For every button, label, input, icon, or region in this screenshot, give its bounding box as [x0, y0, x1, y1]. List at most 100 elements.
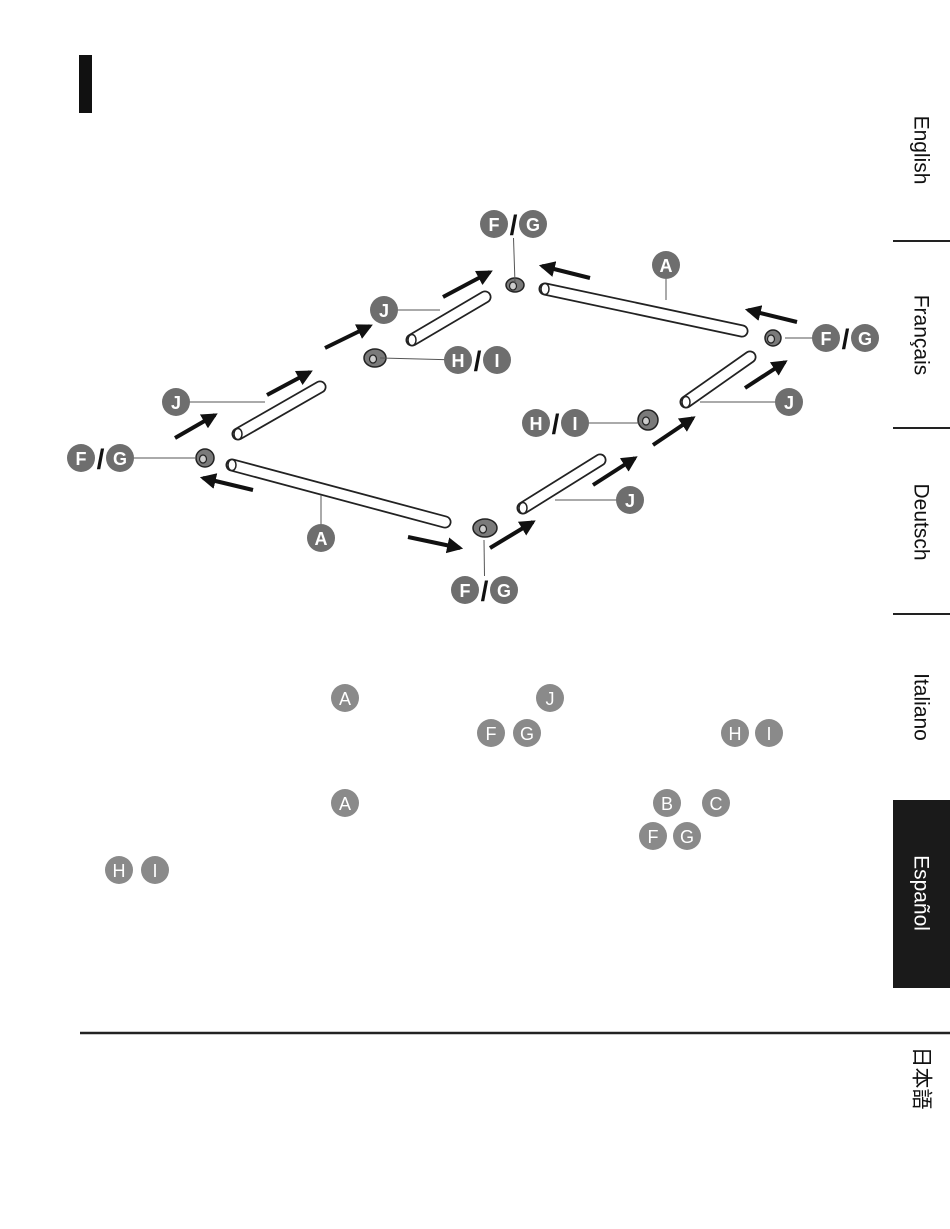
tube-end — [227, 458, 237, 472]
text-badge-letter: A — [339, 689, 351, 709]
language-tab[interactable]: English — [910, 116, 933, 185]
direction-arrow — [324, 324, 373, 350]
tab-active-bg — [893, 800, 950, 988]
separator: / — [481, 576, 489, 607]
part-letter: A — [660, 256, 673, 276]
fitting-opening — [508, 281, 518, 291]
direction-arrow — [407, 535, 464, 554]
fitting-opening — [766, 334, 776, 344]
part-letter: G — [526, 215, 540, 235]
text-badge-letter: C — [710, 794, 723, 814]
text-badge-letter: F — [648, 827, 659, 847]
text-badge-letter: I — [766, 724, 771, 744]
direction-arrow — [266, 370, 313, 397]
direction-arrow — [442, 270, 493, 299]
part-badge — [451, 576, 479, 604]
language-tab[interactable]: Français — [910, 295, 933, 376]
direction-arrow — [488, 520, 536, 550]
part-badge — [522, 409, 550, 437]
part-badge — [483, 346, 511, 374]
text-badge-letter: H — [113, 861, 126, 881]
part-letter: H — [530, 414, 543, 434]
separator: / — [510, 210, 518, 241]
direction-arrow — [651, 416, 696, 447]
direction-arrow — [538, 261, 591, 280]
tube-end — [407, 333, 417, 347]
tube-end — [233, 427, 243, 441]
text-badge-letter: H — [729, 724, 742, 744]
text-badge — [141, 856, 169, 884]
direction-arrow — [743, 360, 788, 390]
part-badge — [616, 486, 644, 514]
part-letter: G — [858, 329, 872, 349]
leader-line — [513, 237, 516, 284]
part-letter: G — [497, 581, 511, 601]
part-badge — [307, 524, 335, 552]
part-badge — [561, 409, 589, 437]
text-badge — [755, 719, 783, 747]
part-badge — [67, 444, 95, 472]
language-tab[interactable]: Español — [910, 855, 933, 931]
part-badge — [480, 210, 508, 238]
tube-body — [518, 455, 605, 513]
section-bar — [79, 55, 92, 113]
text-badge — [331, 684, 359, 712]
text-badge — [536, 684, 564, 712]
fitting-opening — [478, 524, 488, 534]
language-tab[interactable]: Italiano — [910, 673, 933, 741]
part-badge — [851, 324, 879, 352]
tube-body — [233, 382, 325, 439]
separator: / — [474, 346, 482, 377]
text-badge — [653, 789, 681, 817]
tube-body — [407, 292, 490, 345]
text-badge-letter: J — [546, 689, 555, 709]
separator: / — [552, 409, 560, 440]
tube-end — [681, 395, 691, 409]
direction-arrow — [174, 413, 218, 440]
language-tab[interactable]: Deutsch — [910, 483, 933, 560]
text-badge — [105, 856, 133, 884]
separator: / — [842, 324, 850, 355]
part-badge — [519, 210, 547, 238]
part-letter: J — [379, 301, 389, 321]
direction-arrow — [591, 456, 638, 487]
part-badge — [812, 324, 840, 352]
part-letter: I — [572, 414, 577, 434]
part-letter: J — [625, 491, 635, 511]
fitting-opening — [368, 354, 378, 364]
text-badge-letter: F — [486, 724, 497, 744]
tube-end — [540, 282, 550, 296]
part-badge — [652, 251, 680, 279]
tube-end — [518, 501, 528, 515]
tube-body — [227, 460, 450, 527]
part-letter: I — [494, 351, 499, 371]
part-letter: G — [113, 449, 127, 469]
text-badge — [721, 719, 749, 747]
separator: / — [97, 444, 105, 475]
text-badge — [673, 822, 701, 850]
text-badge — [702, 789, 730, 817]
part-badge — [444, 346, 472, 374]
part-badge — [370, 296, 398, 324]
part-letter: F — [489, 215, 500, 235]
text-badge — [477, 719, 505, 747]
text-badge — [513, 719, 541, 747]
direction-arrow — [744, 305, 798, 324]
part-badge — [162, 388, 190, 416]
part-letter: A — [315, 529, 328, 549]
text-badge-letter: B — [661, 794, 673, 814]
part-badge — [490, 576, 518, 604]
tube-body — [540, 284, 747, 336]
language-tab[interactable]: 日本語 — [910, 1047, 933, 1110]
text-badge-letter: I — [152, 861, 157, 881]
part-badge — [775, 388, 803, 416]
text-badge-letter: G — [680, 827, 694, 847]
part-letter: J — [171, 393, 181, 413]
leader-line — [483, 539, 485, 577]
text-badge-letter: A — [339, 794, 351, 814]
text-badge — [331, 789, 359, 817]
fitting-opening — [641, 416, 651, 426]
direction-arrow — [199, 473, 254, 492]
